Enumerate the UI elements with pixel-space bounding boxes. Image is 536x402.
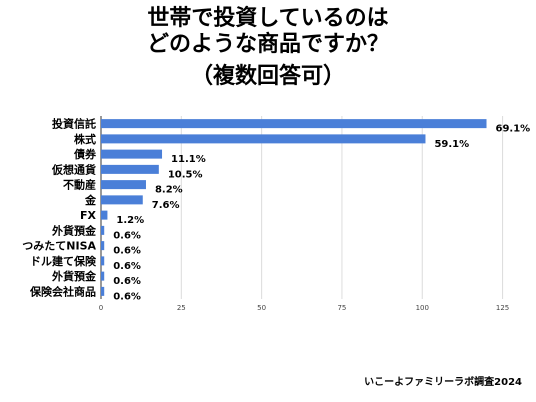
chart-title-line-1: 世帯で投資しているのは [147, 6, 389, 31]
x-tick-label: 100 [416, 304, 429, 312]
category-label: 金 [84, 193, 97, 207]
bar [101, 271, 105, 281]
x-tick-label: 75 [337, 304, 346, 312]
data-label: 1.2% [116, 215, 144, 226]
data-label: 7.6% [152, 200, 180, 211]
bar [101, 119, 487, 129]
category-label: FX [80, 209, 97, 222]
data-label: 59.1% [434, 139, 469, 150]
source-credit: いこーよファミリーラボ調査2024 [364, 377, 522, 388]
category-label: 仮想通貨 [51, 162, 96, 176]
category-label: つみたてNISA [22, 240, 96, 253]
bar [101, 180, 146, 190]
data-label: 0.6% [113, 261, 141, 272]
bar [101, 134, 426, 144]
bar [101, 195, 143, 205]
data-label: 11.1% [171, 154, 206, 165]
bar [101, 241, 105, 251]
bar [101, 225, 105, 235]
bar [101, 210, 108, 220]
category-label: 不動産 [63, 178, 96, 192]
data-label: 8.2% [155, 185, 183, 196]
data-label: 0.6% [113, 246, 141, 257]
data-label: 69.1% [496, 124, 531, 135]
x-tick-label: 125 [496, 304, 509, 312]
chart-title-line-3: （複数回答可） [190, 64, 345, 89]
data-label: 10.5% [168, 169, 203, 180]
data-label: 0.6% [113, 230, 141, 241]
bar [101, 149, 163, 159]
category-label: 外貨預金 [51, 223, 97, 237]
category-label: 投資信託 [52, 117, 96, 131]
x-tick-label: 0 [99, 304, 103, 312]
category-label: 保険会社商品 [29, 284, 96, 298]
category-label: 株式 [74, 132, 96, 146]
category-label: ドル建て保険 [30, 254, 97, 268]
category-label: 外貨預金 [51, 269, 97, 283]
x-tick-label: 25 [177, 304, 186, 312]
data-label: 0.6% [113, 291, 141, 302]
bar [101, 164, 159, 174]
bar [101, 286, 105, 296]
category-label: 債券 [73, 147, 97, 161]
x-tick-label: 50 [257, 304, 266, 312]
chart-title-line-2: どのような商品ですか？ [146, 32, 389, 57]
bar [101, 256, 105, 266]
data-label: 0.6% [113, 276, 141, 287]
